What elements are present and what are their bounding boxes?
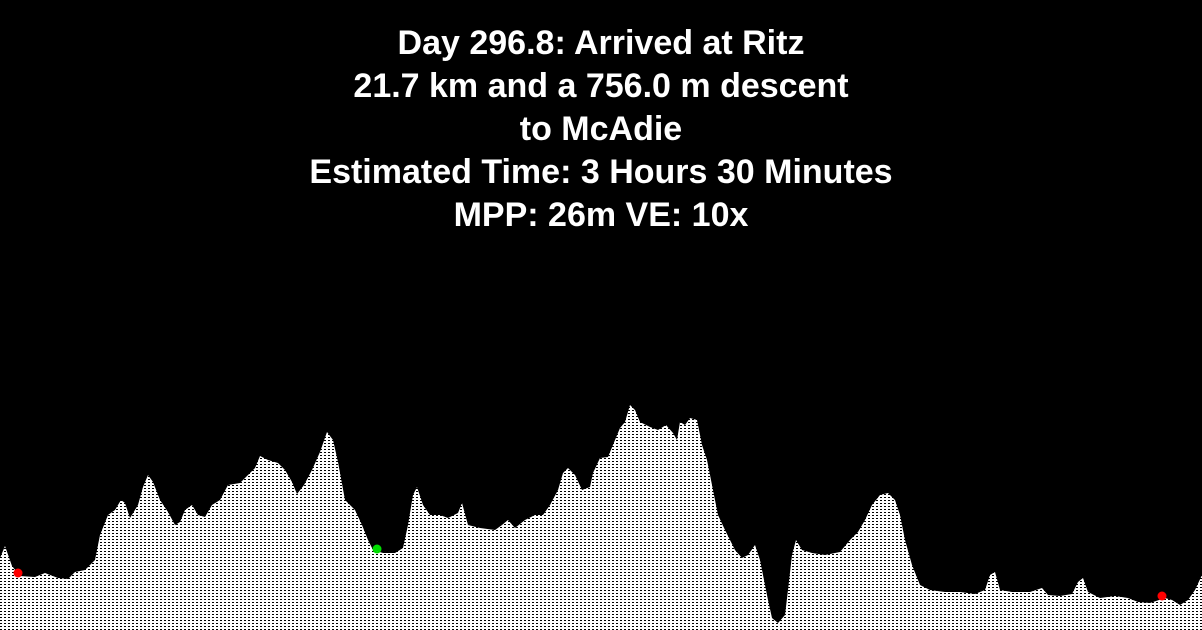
start-marker [13,568,23,578]
destination: to McAdie [519,110,683,148]
day-title: Day 296.8: Arrived at Ritz [397,24,805,62]
scale-info: MPP: 26m VE: 10x [453,196,749,234]
end-marker [1157,591,1167,601]
header: Day 296.8: Arrived at Ritz 21.7 km and a… [0,22,1202,237]
distance-descent: 21.7 km and a 756.0 m descent [353,67,849,105]
current-position-marker [372,544,382,554]
estimated-time: Estimated Time: 3 Hours 30 Minutes [309,153,893,191]
terrain-silhouette [0,405,1202,630]
